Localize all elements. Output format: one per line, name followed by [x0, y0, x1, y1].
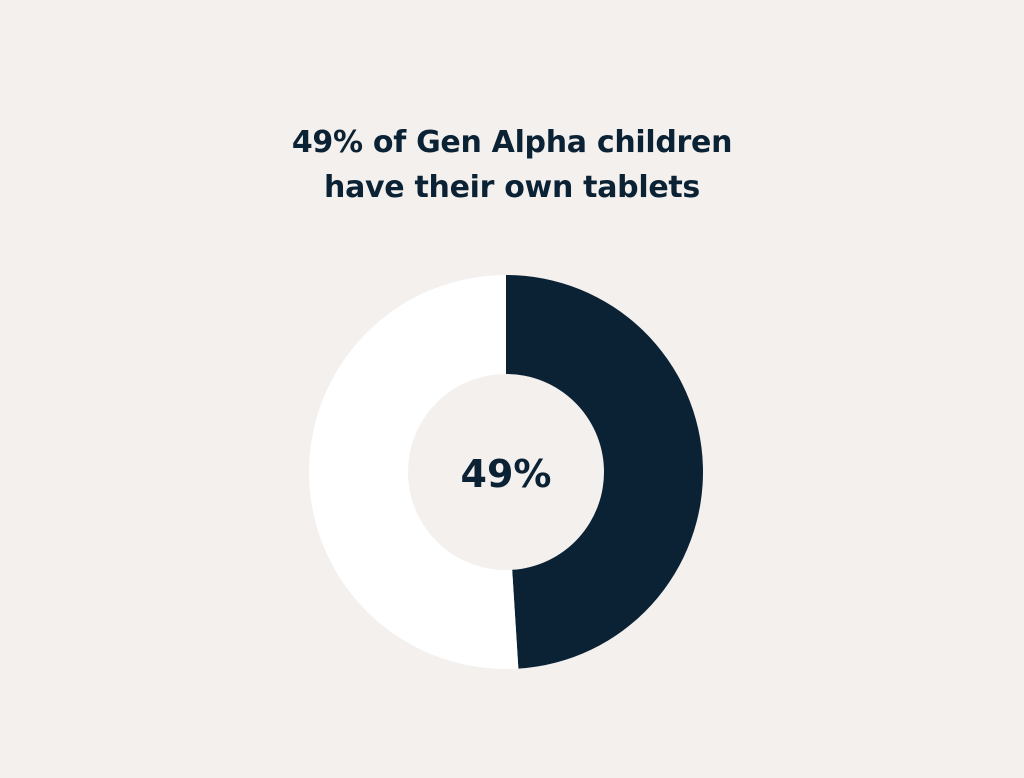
chart-title-line-2: have their own tablets: [324, 170, 700, 205]
donut-slice-share: [506, 275, 703, 669]
donut-slice-remainder: [308, 275, 519, 669]
donut-slices: [308, 275, 703, 669]
center-percentage-label: 49%: [461, 452, 552, 496]
chart-title-line-1: 49% of Gen Alpha children: [291, 125, 733, 160]
